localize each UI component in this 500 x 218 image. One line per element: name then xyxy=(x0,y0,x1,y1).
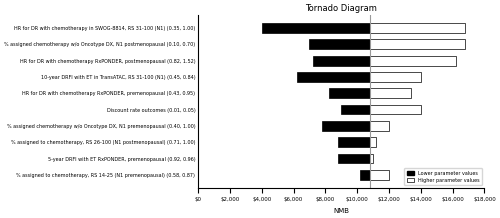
Bar xyxy=(370,105,421,114)
Bar xyxy=(370,72,421,82)
Bar xyxy=(312,56,370,66)
Bar xyxy=(370,121,389,131)
Bar xyxy=(338,154,370,164)
Legend: Lower parameter values, Higher parameter values: Lower parameter values, Higher parameter… xyxy=(404,168,482,185)
Bar xyxy=(262,23,370,33)
Bar xyxy=(370,88,412,98)
Bar xyxy=(370,154,373,164)
Bar xyxy=(360,170,370,180)
Bar xyxy=(310,39,370,49)
Bar xyxy=(328,88,370,98)
X-axis label: NMB: NMB xyxy=(334,208,349,214)
Bar xyxy=(370,170,389,180)
Bar xyxy=(338,137,370,147)
Bar xyxy=(370,56,456,66)
Bar xyxy=(370,39,466,49)
Bar xyxy=(370,137,376,147)
Title: Tornado Diagram: Tornado Diagram xyxy=(306,4,377,13)
Bar xyxy=(370,23,466,33)
Bar xyxy=(342,105,370,114)
Bar xyxy=(296,72,370,82)
Bar xyxy=(322,121,370,131)
